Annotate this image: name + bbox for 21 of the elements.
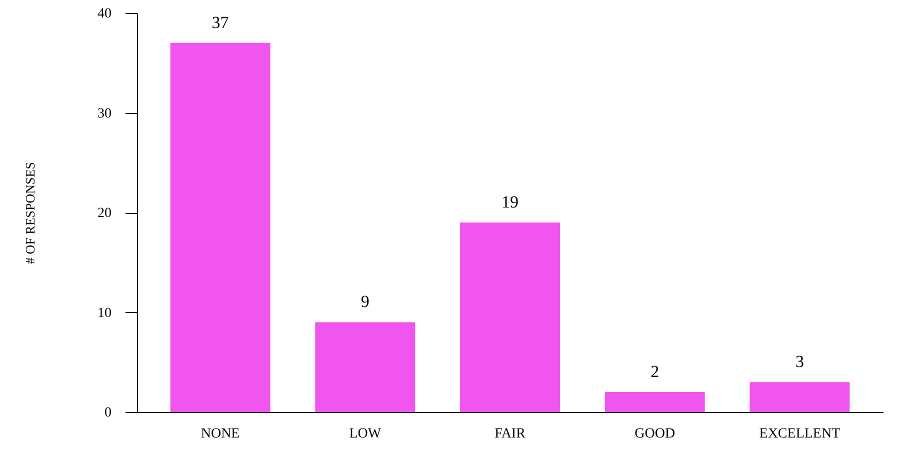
- y-tick-label: 20: [98, 206, 112, 221]
- y-tick-label: 30: [98, 106, 112, 122]
- data-label: 9: [360, 292, 370, 312]
- bar: [750, 382, 850, 412]
- y-tick-label: 10: [98, 306, 112, 321]
- bar: [170, 42, 270, 412]
- x-tick-label: LOW: [349, 426, 382, 442]
- y-tick-label: 0: [104, 406, 112, 420]
- bar: [315, 322, 416, 412]
- bar: [460, 222, 560, 412]
- bar: [604, 392, 705, 412]
- x-tick-label: GOOD: [634, 426, 676, 442]
- y-axis-title: # OF RESPONSES: [22, 162, 38, 264]
- data-label: 3: [795, 352, 804, 372]
- x-tick-label: NONE: [200, 426, 240, 442]
- data-label: 19: [502, 192, 518, 212]
- data-label: 2: [650, 362, 660, 382]
- x-tick-label: FAIR: [494, 426, 526, 442]
- x-tick-label: EXCELLENT: [759, 426, 841, 442]
- data-label: 37: [212, 12, 230, 32]
- y-tick-label: 40: [98, 6, 112, 22]
